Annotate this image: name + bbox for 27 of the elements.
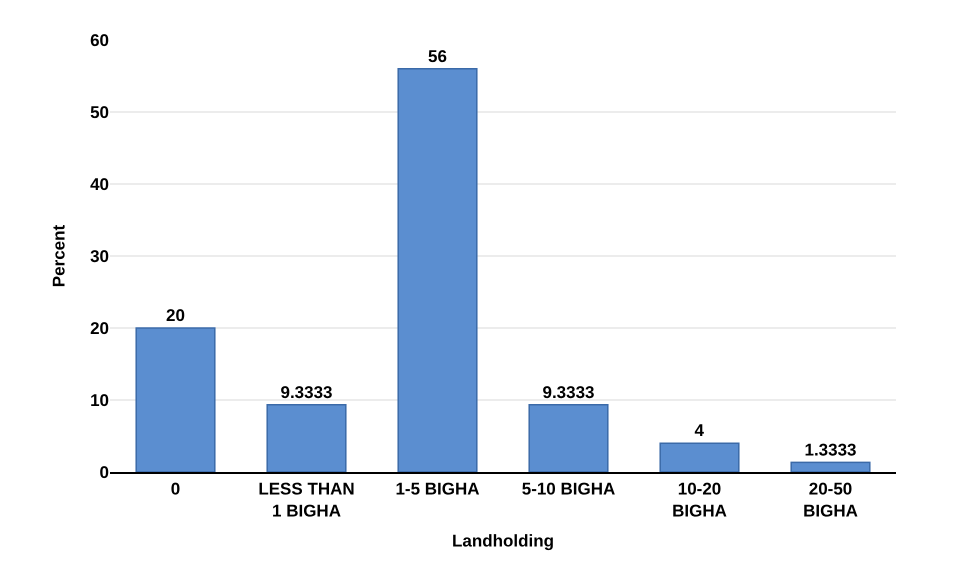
x-tick-label: LESS THAN 1 BIGHA: [258, 479, 355, 520]
y-tick-label: 30: [90, 246, 109, 266]
bar: [397, 68, 478, 472]
data-label: 4: [694, 421, 704, 440]
x-tick-label: 20-50 BIGHA: [803, 479, 858, 520]
y-tick-label: 10: [90, 390, 109, 410]
bar: [790, 462, 871, 472]
x-tick-label: 0: [170, 479, 180, 498]
x-tick-label: 10-20 BIGHA: [672, 479, 727, 520]
data-label: 9.3333: [280, 382, 332, 402]
y-tick-label: 60: [90, 30, 109, 50]
x-tick-label: 1-5 BIGHA: [395, 479, 480, 498]
bar: [659, 442, 740, 472]
data-label: 1.3333: [804, 440, 856, 460]
y-axis-title: Percent: [50, 224, 69, 288]
bar: [135, 327, 216, 472]
data-label: 56: [428, 46, 447, 66]
x-tick-label: 5-10 BIGHA: [522, 479, 616, 498]
data-label: 20: [166, 306, 185, 325]
y-tick-label: 50: [90, 102, 109, 122]
data-label: 9.3333: [542, 382, 594, 402]
y-tick-label: 40: [90, 174, 109, 194]
y-tick-label: 0: [100, 462, 109, 482]
y-tick-label: 20: [90, 318, 109, 338]
bar: [266, 404, 347, 472]
bar: [528, 404, 609, 472]
x-axis-title: Landholding: [452, 531, 554, 550]
